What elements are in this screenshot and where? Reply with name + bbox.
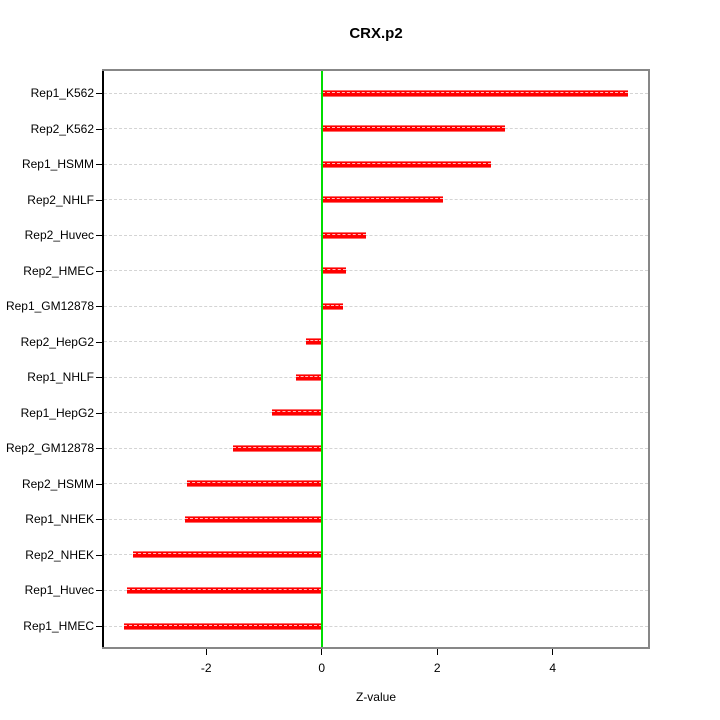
y-tick-label-rep2_hepg2: Rep2_HepG2 bbox=[20, 334, 94, 349]
chart-title: CRX.p2 bbox=[349, 25, 403, 42]
y-axis-tick bbox=[96, 483, 104, 485]
y-axis-tick bbox=[96, 554, 104, 556]
plot-area bbox=[104, 71, 648, 647]
bar-rep2_hmec bbox=[321, 267, 346, 275]
bar-dash-pattern bbox=[321, 162, 491, 164]
grid-line bbox=[104, 518, 648, 520]
grid-line bbox=[104, 589, 648, 591]
y-axis-tick bbox=[96, 626, 104, 627]
plot-border-bottom bbox=[102, 647, 650, 649]
bar-rep1_hepg2 bbox=[272, 409, 322, 417]
bar-dash-pattern bbox=[321, 127, 506, 129]
x-tick-label-neg2: -2 bbox=[200, 661, 212, 675]
x-axis-tick bbox=[552, 649, 554, 655]
bar-dash-pattern bbox=[295, 375, 322, 377]
bar-rep1_gm12878 bbox=[321, 302, 344, 310]
y-tick-label-rep2_nhek: Rep2_NHEK bbox=[25, 547, 94, 562]
grid-line bbox=[104, 483, 648, 485]
y-tick-label-rep1_nhek: Rep1_NHEK bbox=[25, 512, 94, 527]
bar-rep2_hsmm bbox=[187, 480, 322, 488]
y-tick-label-rep1_hmec: Rep1_HMEC bbox=[23, 619, 94, 633]
grid-line bbox=[104, 270, 648, 272]
bar-rep2_nhek bbox=[133, 551, 322, 559]
plot-border-top bbox=[102, 69, 650, 71]
x-tick-label-2: 2 bbox=[433, 661, 441, 675]
bar-dash-pattern bbox=[133, 553, 322, 555]
bar-rep2_hepg2 bbox=[305, 338, 322, 346]
bar-rep2_nhlf bbox=[321, 196, 443, 204]
bar-dash-pattern bbox=[123, 624, 322, 626]
y-axis-tick bbox=[96, 164, 104, 166]
y-axis-tick bbox=[96, 377, 104, 379]
x-axis-title: Z-value bbox=[355, 690, 396, 704]
bar-dash-pattern bbox=[321, 198, 443, 200]
zero-reference-line bbox=[320, 71, 323, 647]
y-tick-label-rep1_hepg2: Rep1_HepG2 bbox=[20, 405, 94, 420]
y-axis-tick bbox=[96, 306, 104, 308]
y-axis-tick bbox=[96, 199, 104, 201]
bar-dash-pattern bbox=[272, 411, 322, 413]
y-tick-label-rep2_k562: Rep2_K562 bbox=[30, 121, 94, 136]
grid-line bbox=[104, 554, 648, 556]
y-tick-label-rep2_hmec: Rep2_HMEC bbox=[23, 263, 94, 278]
bar-dash-pattern bbox=[321, 91, 628, 93]
bar-rep1_hmec bbox=[123, 622, 322, 630]
bar-dash-pattern bbox=[321, 233, 367, 235]
x-tick-label-0: 0 bbox=[318, 661, 326, 675]
x-axis-tick bbox=[205, 649, 207, 655]
bar-dash-pattern bbox=[187, 482, 322, 484]
y-tick-label-rep1_k562: Rep1_K562 bbox=[30, 86, 94, 100]
bar-dash-pattern bbox=[321, 269, 346, 271]
x-axis-tick bbox=[436, 649, 438, 655]
bar-rep1_nhlf bbox=[295, 373, 322, 381]
bar-rep2_gm12878 bbox=[233, 444, 322, 452]
grid-line bbox=[104, 234, 648, 236]
x-axis-tick bbox=[321, 649, 323, 655]
bar-dash-pattern bbox=[321, 304, 344, 306]
bar-rep1_k562 bbox=[321, 89, 628, 97]
y-tick-label-rep2_gm12878: Rep2_GM12878 bbox=[5, 441, 94, 456]
grid-line bbox=[104, 412, 648, 414]
y-tick-label-rep1_huvec: Rep1_Huvec bbox=[24, 583, 94, 598]
y-axis-tick bbox=[96, 590, 104, 592]
bar-dash-pattern bbox=[184, 517, 322, 519]
y-axis-tick bbox=[96, 128, 104, 130]
grid-line bbox=[104, 625, 648, 627]
y-tick-label-rep1_gm12878: Rep1_GM12878 bbox=[5, 299, 94, 314]
grid-line bbox=[104, 341, 648, 343]
y-axis-tick bbox=[96, 448, 104, 450]
bar-dash-pattern bbox=[305, 340, 322, 342]
plot-border-right bbox=[648, 69, 650, 649]
y-axis-tick bbox=[96, 412, 104, 414]
grid-line bbox=[104, 305, 648, 307]
y-axis-tick bbox=[96, 235, 104, 237]
x-tick-label-4: 4 bbox=[549, 661, 557, 675]
y-tick-label-rep1_nhlf: Rep1_NHLF bbox=[27, 370, 94, 385]
grid-line bbox=[104, 376, 648, 378]
y-axis-tick bbox=[96, 93, 104, 94]
bar-rep1_huvec bbox=[127, 586, 322, 594]
grid-line bbox=[104, 447, 648, 449]
y-tick-label-rep2_nhlf: Rep2_NHLF bbox=[27, 192, 94, 207]
bar-dash-pattern bbox=[127, 588, 322, 590]
y-tick-label-rep2_hsmm: Rep2_HSMM bbox=[21, 476, 94, 491]
bar-rep1_hsmm bbox=[321, 160, 491, 168]
y-tick-label-rep2_huvec: Rep2_Huvec bbox=[24, 228, 94, 243]
bar-rep2_k562 bbox=[321, 125, 506, 133]
y-tick-label-rep1_hsmm: Rep1_HSMM bbox=[21, 157, 94, 172]
y-axis-line bbox=[102, 71, 104, 647]
y-axis-tick bbox=[96, 519, 104, 521]
y-axis-tick bbox=[96, 341, 104, 343]
bar-rep1_nhek bbox=[184, 515, 322, 523]
y-axis-tick bbox=[96, 270, 104, 272]
bar-dash-pattern bbox=[233, 446, 322, 448]
bar-rep2_huvec bbox=[321, 231, 367, 239]
